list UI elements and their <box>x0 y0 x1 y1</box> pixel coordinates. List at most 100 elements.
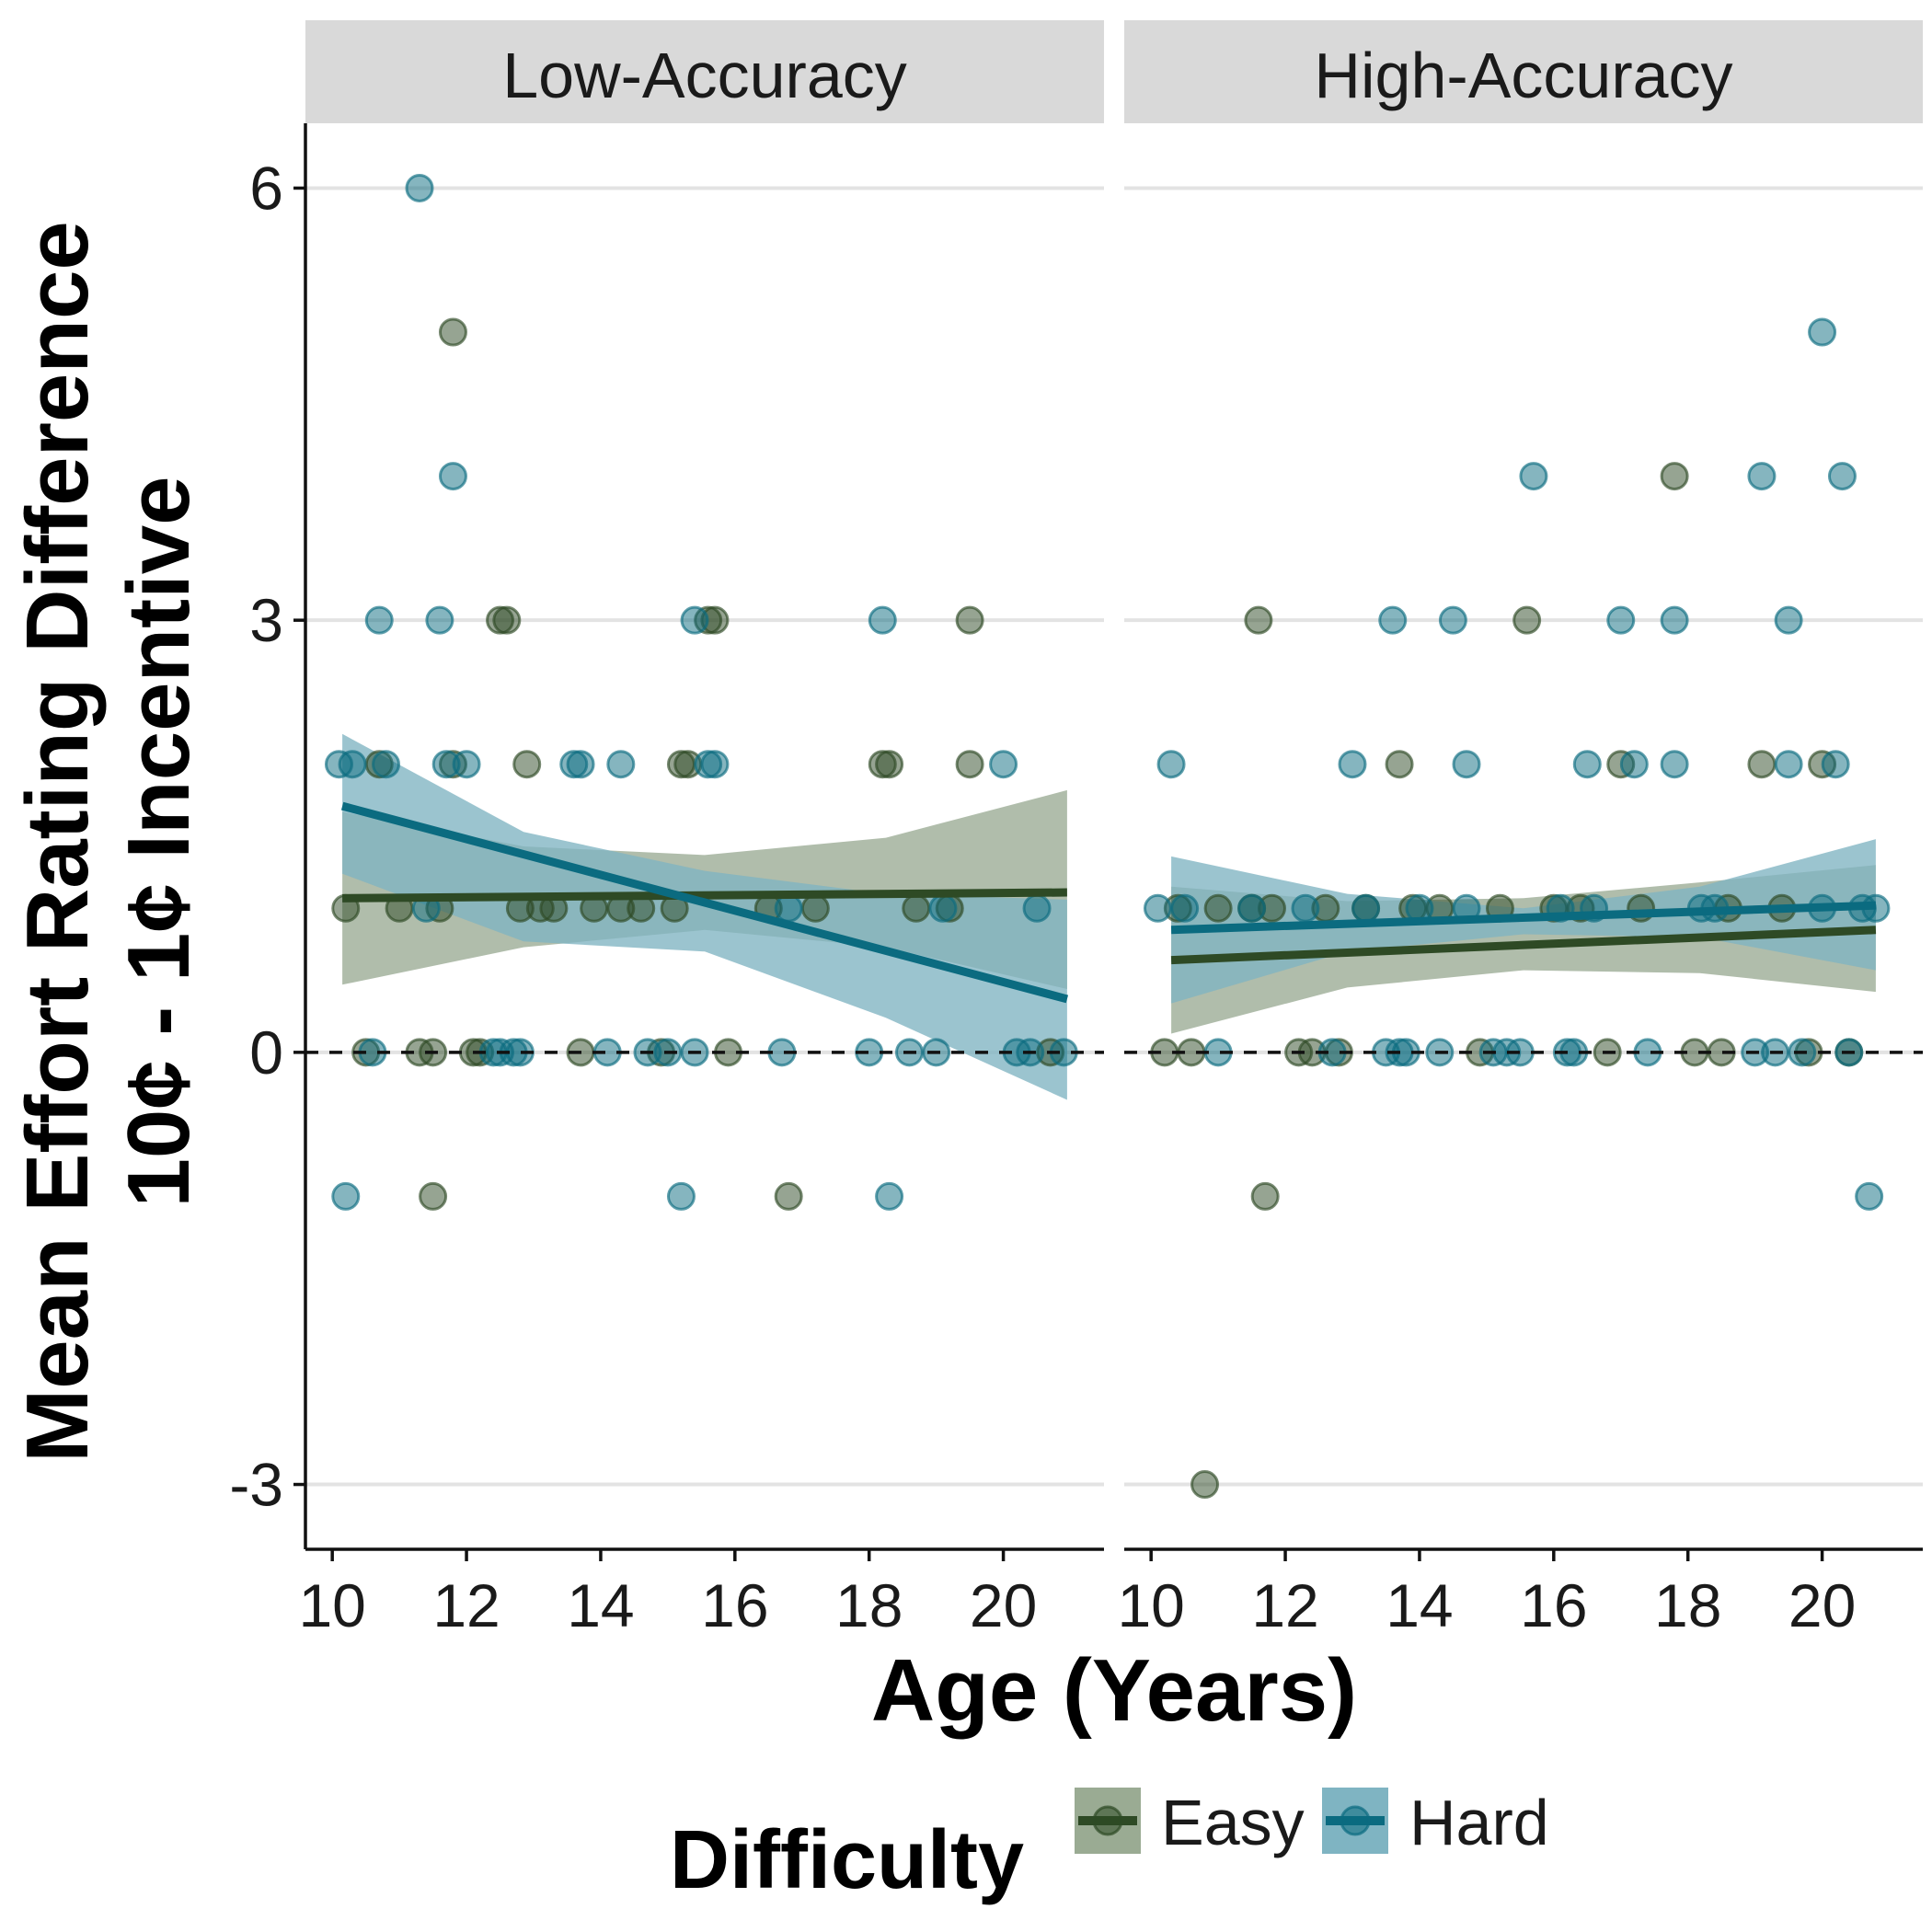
x-tick-label-14: 14 <box>1386 1571 1453 1639</box>
point-hard-8 <box>425 605 454 635</box>
point-hard-17 <box>566 750 595 779</box>
point-hard-35 <box>989 750 1018 779</box>
point-easy-29 <box>1747 750 1777 779</box>
point-hard-38 <box>1022 893 1052 923</box>
point-hard-21 <box>1519 462 1548 491</box>
x-tick-label-20: 20 <box>1788 1571 1856 1639</box>
x-tick-label-12: 12 <box>1251 1571 1318 1639</box>
point-hard-35 <box>1747 462 1777 491</box>
x-axis-high-accuracy: 10 12 14 16 18 20 <box>1117 1547 1923 1639</box>
trend-line-easy <box>342 888 1067 903</box>
point-hard-25 <box>1572 750 1602 779</box>
point-hard-28 <box>1619 750 1649 779</box>
point-hard-5 <box>372 750 401 779</box>
x-axis-low-accuracy: 10 12 14 16 18 20 <box>298 1547 1104 1639</box>
trend-lines-high-accuracy <box>1170 901 1877 965</box>
point-hard-30 <box>1660 605 1689 635</box>
point-easy-34 <box>902 893 931 923</box>
point-hard-30 <box>868 605 897 635</box>
panel-low-accuracy: Low-Accuracy 10 12 14 16 18 20 <box>298 20 1104 1639</box>
facet-strip-high-accuracy <box>1124 20 1923 123</box>
point-easy-8 <box>438 317 467 347</box>
legend-label-easy: Easy <box>1161 1787 1305 1858</box>
legend-title: Difficulty <box>670 1814 1024 1906</box>
confidence-bands-low-accuracy <box>342 733 1067 1100</box>
y-tick-label-0: 0 <box>249 1018 283 1087</box>
point-easy-13 <box>492 605 522 635</box>
point-easy-7 <box>1250 1181 1280 1211</box>
trend-line-easy <box>1170 926 1877 965</box>
x-tick-label-10: 10 <box>298 1571 365 1639</box>
point-hard-2 <box>1170 893 1200 923</box>
point-easy-19 <box>1512 605 1542 635</box>
point-hard-0 <box>1143 893 1172 923</box>
point-hard-19 <box>606 750 636 779</box>
y-tick-label-6: 6 <box>249 154 283 222</box>
point-hard-38 <box>1774 750 1803 779</box>
point-hard-26 <box>700 750 730 779</box>
point-hard-27 <box>1606 605 1636 635</box>
point-easy-6 <box>1244 605 1273 635</box>
trend-lines-low-accuracy <box>340 801 1069 1004</box>
legend-key-easy-point <box>1092 1805 1123 1836</box>
legend: Difficulty Easy Hard <box>670 1787 1549 1906</box>
point-hard-31 <box>875 1181 904 1211</box>
facet-label-high-accuracy: High-Accuracy <box>1314 40 1732 111</box>
point-hard-1 <box>331 1181 361 1211</box>
point-hard-28 <box>774 893 803 923</box>
point-hard-16 <box>1452 750 1481 779</box>
point-hard-8 <box>1351 893 1381 923</box>
trend-line-hard <box>340 801 1069 1004</box>
x-tick-label-18: 18 <box>835 1571 903 1639</box>
point-hard-5 <box>1291 893 1320 923</box>
point-easy-4 <box>1203 893 1233 923</box>
facet-label-low-accuracy: Low-Accuracy <box>502 40 907 111</box>
point-hard-4 <box>1237 893 1267 923</box>
trend-line-hard <box>1170 901 1877 935</box>
x-tick-label-12: 12 <box>432 1571 500 1639</box>
point-hard-11 <box>452 750 481 779</box>
point-hard-24 <box>680 605 709 635</box>
point-easy-37 <box>955 750 984 779</box>
panel-high-accuracy: High-Accuracy 10 12 14 16 18 20 <box>1117 20 1923 1639</box>
point-easy-15 <box>512 750 542 779</box>
point-hard-46 <box>1855 1181 1884 1211</box>
x-tick-label-16: 16 <box>1520 1571 1587 1639</box>
point-hard-6 <box>405 173 434 202</box>
y-axis: -3 0 3 6 <box>229 123 307 1549</box>
point-easy-3 <box>1190 1470 1220 1500</box>
y-axis-title-line2: 10¢ - 1¢ Incentive <box>109 476 208 1207</box>
point-hard-10 <box>1378 605 1408 635</box>
point-easy-25 <box>1660 462 1689 491</box>
point-easy-36 <box>955 605 984 635</box>
point-hard-43 <box>1827 462 1857 491</box>
legend-key-hard-point <box>1340 1805 1371 1836</box>
point-easy-6 <box>419 1181 448 1211</box>
data-points-high-accuracy <box>1143 317 1891 1500</box>
x-tick-label-18: 18 <box>1654 1571 1721 1639</box>
point-easy-14 <box>1385 750 1414 779</box>
point-easy-31 <box>800 893 830 923</box>
point-hard-37 <box>1774 605 1803 635</box>
point-hard-10 <box>438 462 467 491</box>
point-hard-7 <box>1338 750 1367 779</box>
confidence-band-hard <box>342 733 1067 1100</box>
x-tick-label-20: 20 <box>970 1571 1037 1639</box>
point-easy-30 <box>774 1181 803 1211</box>
legend-key-easy <box>1075 1788 1141 1854</box>
point-hard-31 <box>1660 750 1689 779</box>
point-hard-2 <box>338 750 367 779</box>
x-tick-label-14: 14 <box>567 1571 634 1639</box>
x-tick-label-16: 16 <box>701 1571 768 1639</box>
legend-label-hard: Hard <box>1409 1787 1549 1858</box>
point-hard-15 <box>1438 605 1467 635</box>
y-tick-label-3: 3 <box>249 586 283 654</box>
point-hard-1 <box>1156 750 1186 779</box>
y-tick-label--3: -3 <box>229 1451 283 1519</box>
x-axis-title: Age (Years) <box>871 1641 1357 1740</box>
y-axis-title-line1: Mean Effort Rating Difference <box>8 221 107 1462</box>
grid-lines-high-accuracy <box>1124 186 1923 1487</box>
point-hard-34 <box>928 893 958 923</box>
point-hard-42 <box>1821 750 1850 779</box>
